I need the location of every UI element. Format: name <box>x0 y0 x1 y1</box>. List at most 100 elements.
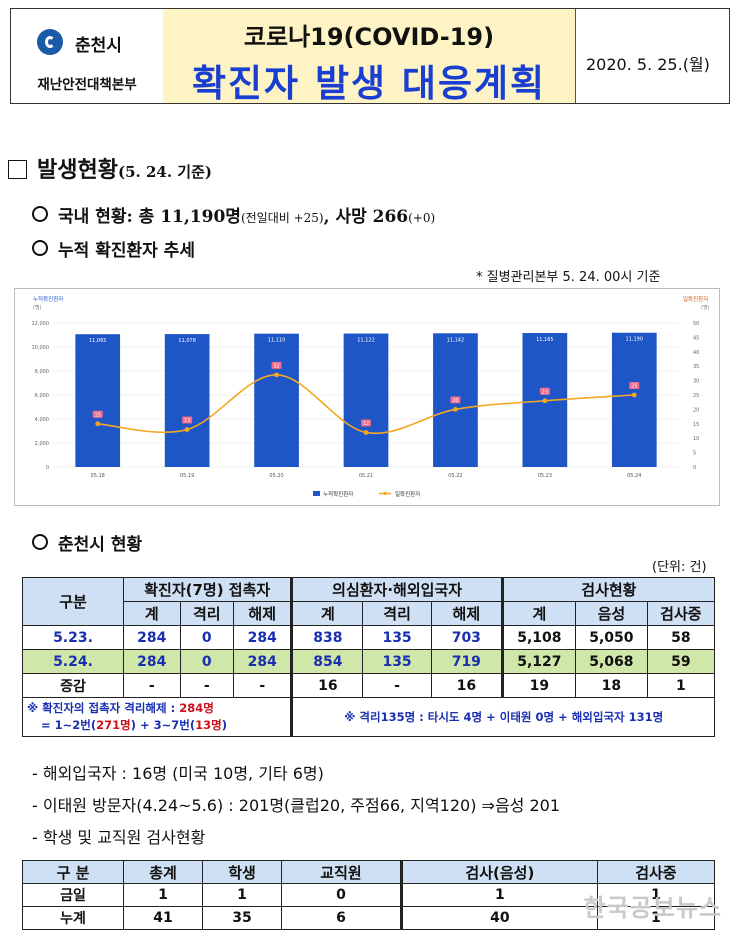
y-left-tick: 4,000 <box>35 417 49 423</box>
title-line1: 코로나19(COVID-19) <box>243 23 495 51</box>
table-cell: 5,108 <box>500 625 577 650</box>
x-tick-label: 05.20 <box>269 473 283 479</box>
table-header-group: 의심환자·해외입국자 <box>290 577 503 602</box>
note-text: ※ 확진자의 접촉자 격리해제 : <box>27 701 180 715</box>
y-left-tick: 2,000 <box>35 441 49 447</box>
circle-bullet-icon <box>32 240 48 256</box>
y-left-tick: 12,000 <box>32 321 50 327</box>
row-label: 증감 <box>22 673 124 698</box>
x-tick-label: 05.18 <box>91 473 105 479</box>
y-right-tick: 35 <box>693 364 699 370</box>
domestic-death: , 사망 266 <box>323 207 409 227</box>
line-value-label: 25 <box>631 384 637 390</box>
table-subheader: 해제 <box>233 601 293 626</box>
x-tick-label: 05.19 <box>180 473 194 479</box>
table-header-group: 검사현황 <box>500 577 716 602</box>
y-right-label: 일확진환자 <box>683 295 708 303</box>
table-row: 누계 41 35 6 40 1 <box>22 906 716 930</box>
bullet-itaewon: - 이태원 방문자(4.24~5.6) : 201명(클럽20, 주점66, 지… <box>32 796 561 815</box>
y-left-tick: 10,000 <box>32 345 50 351</box>
table-subheader: 격리 <box>179 601 235 626</box>
table-cell: 41 <box>122 906 204 930</box>
table-header: 구 분 <box>22 860 124 884</box>
domestic-status: 국내 현황: 총 11,190명(전일대비 +25), 사망 266(+0) <box>32 202 435 227</box>
line-value-label: 15 <box>95 412 101 418</box>
y-right-tick: 20 <box>693 407 699 413</box>
row-label: 5.23. <box>22 625 124 650</box>
legend-line-label: 일확진환자 <box>395 490 420 498</box>
table-cell: 18 <box>575 673 648 698</box>
bar-value-label: 11,165 <box>536 337 554 343</box>
table-cell: 59 <box>646 649 716 674</box>
section2-heading: 춘천시 현황 <box>32 530 142 555</box>
city-logo-icon <box>37 29 63 55</box>
table-row: 5.23. 284 0 284 838 135 703 5,108 5,050 … <box>22 625 716 650</box>
table-cell: 0 <box>179 649 235 674</box>
y-right-tick: 50 <box>693 321 699 327</box>
org-name: 춘천시 <box>75 36 122 56</box>
line-point <box>542 398 548 404</box>
line-label-box <box>92 410 103 418</box>
table-subheader: 검사중 <box>646 601 716 626</box>
bar <box>75 334 121 467</box>
table-cell: 40 <box>399 906 598 930</box>
table-cell: 719 <box>430 649 503 674</box>
table-cell: 5,127 <box>500 649 577 674</box>
y-right-unit: (명) <box>701 304 710 311</box>
line-label-box <box>182 416 193 424</box>
note-highlight: 271명 <box>96 718 131 732</box>
bar-value-label: 11,190 <box>626 337 644 343</box>
y-right-tick: 40 <box>693 350 699 356</box>
x-tick-label: 05.23 <box>538 473 552 479</box>
table-cell: 838 <box>290 625 364 650</box>
legend-bar-swatch <box>313 491 320 496</box>
table-row: 금일 1 1 0 1 1 <box>22 883 716 907</box>
table-row-highlight: 5.24. 284 0 284 854 135 719 5,127 5,068 … <box>22 649 716 674</box>
line-label-box <box>539 387 550 395</box>
x-tick-label: 05.24 <box>627 473 641 479</box>
line-point <box>363 430 369 435</box>
table-cell: - <box>233 673 293 698</box>
table-cell: 1 <box>122 883 204 907</box>
note-isolation-breakdown: ※ 격리135명 : 타시도 4명 + 이태원 0명 + 해외입국자 131명 <box>290 697 715 737</box>
table-subheader: 계 <box>123 601 181 626</box>
domestic-label: 국내 현황: 총 11,190명 <box>58 207 241 227</box>
title-line2: 확진자 발생 대응계획 <box>191 62 547 105</box>
section2-heading-text: 춘천시 현황 <box>58 535 143 555</box>
note-text: ) <box>221 718 227 732</box>
watermark: 한국공보뉴스 <box>583 894 722 922</box>
legend-line-marker <box>383 491 387 496</box>
chart-svg: 누적확진환자 (명) 일확진환자 (명) 11,065 11,078 11,110 1… <box>32 295 710 498</box>
line-value-label: 20 <box>452 398 458 404</box>
y-left-unit: (명) <box>33 304 42 311</box>
line-label-box <box>450 396 461 404</box>
table-cell: 854 <box>290 649 364 674</box>
table-cell: 1 <box>202 883 283 907</box>
bullet-overseas: - 해외입국자 : 16명 (미국 10명, 기타 6명) <box>32 764 324 783</box>
bar-value-label: 11,078 <box>178 338 196 344</box>
table-header-group: 확진자(7명) 접촉자 <box>122 577 293 602</box>
y-left-tick: 8,000 <box>35 369 49 375</box>
table-cell: 5,050 <box>575 625 648 650</box>
line-label-box <box>361 419 371 427</box>
table-cell: - <box>179 673 235 698</box>
line-label-box <box>629 382 640 389</box>
bullet-school-testing: - 학생 및 교직원 검사현황 <box>32 828 206 847</box>
table-subheader: 해제 <box>430 601 503 626</box>
table-cell: 284 <box>233 649 293 674</box>
table-header: 학생 <box>202 860 283 884</box>
bar <box>611 332 657 467</box>
table-cell: 1 <box>596 906 716 930</box>
table-cell: 16 <box>290 673 364 698</box>
table-subheader: 계 <box>290 601 364 626</box>
y-right-tick: 5 <box>693 451 696 457</box>
y-right-tick: 45 <box>693 335 699 341</box>
line-value-label: 13 <box>184 418 190 424</box>
row-label: 5.24. <box>22 649 124 674</box>
section1-heading-sub: (5. 24. 기준) <box>117 163 212 181</box>
bar <box>164 334 210 467</box>
org-hq: 재난안전대책본부 <box>37 77 137 93</box>
school-testing-table: 구 분 총계 학생 교직원 검사(음성) 검사중 금일 1 1 0 1 1 누계… <box>22 860 716 930</box>
unit-note: (단위: 건) <box>652 560 707 575</box>
trend-heading: 누적 확진환자 추세 <box>32 236 195 261</box>
